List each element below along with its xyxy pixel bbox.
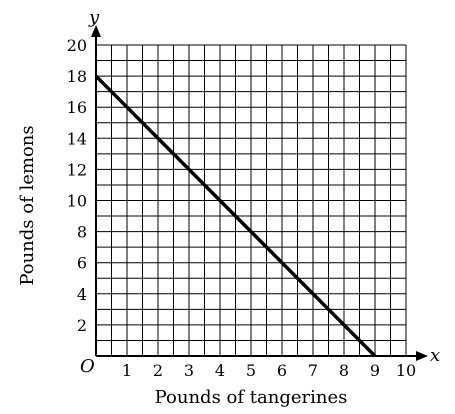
origin-label: O <box>80 356 95 377</box>
y-tick-label: 16 <box>67 98 87 117</box>
grid <box>96 44 407 356</box>
y-tick-label: 4 <box>77 285 87 304</box>
x-tick-label: 6 <box>277 361 287 380</box>
y-tick-label: 8 <box>77 223 87 242</box>
x-tick-label: 8 <box>339 361 349 380</box>
x-tick-label: 7 <box>308 361 318 380</box>
y-tick-label: 2 <box>77 316 87 335</box>
y-axis-letter: y <box>88 7 100 28</box>
x-axis-letter: x <box>430 345 440 366</box>
y-tick-label: 12 <box>67 160 87 179</box>
x-tick-label: 1 <box>122 361 132 380</box>
x-tick-label: 3 <box>184 361 194 380</box>
x-tick-label: 4 <box>215 361 225 380</box>
axes <box>91 25 428 361</box>
x-axis-label: Pounds of tangerines <box>155 387 348 408</box>
series-line <box>94 74 377 358</box>
x-tick-label: 9 <box>370 361 380 380</box>
y-tick-label: 14 <box>67 129 87 148</box>
y-tick-label: 20 <box>67 36 87 55</box>
x-tick-label: 10 <box>396 361 416 380</box>
x-tick-label: 2 <box>153 361 163 380</box>
y-tick-label: 10 <box>67 192 87 211</box>
x-axis-arrow <box>416 351 428 361</box>
y-axis-label: Pounds of lemons <box>17 125 38 285</box>
y-tick-label: 6 <box>77 254 87 273</box>
y-tick-label: 18 <box>67 67 87 86</box>
x-tick-label: 5 <box>246 361 256 380</box>
series <box>94 74 377 358</box>
y-axis-arrow <box>91 25 101 37</box>
